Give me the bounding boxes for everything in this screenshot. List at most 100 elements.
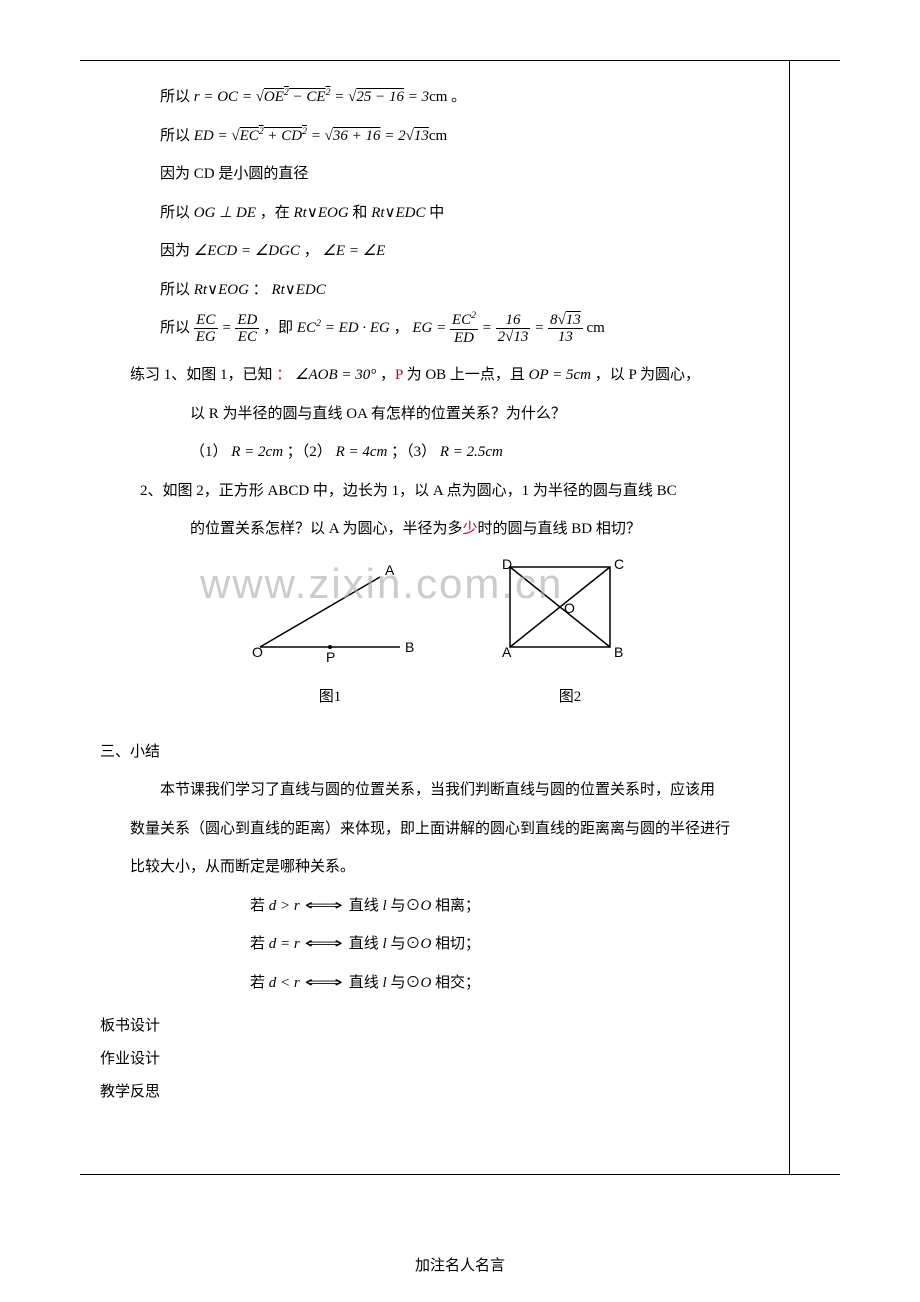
text: ， bbox=[394, 320, 409, 336]
page-footer: 加注名人名言 bbox=[20, 1254, 900, 1275]
math: ∠AOB = 30° bbox=[295, 367, 376, 383]
text: （1） bbox=[190, 444, 228, 460]
exercise-1: 练习 1、如图 1，已知 ： ∠AOB = 30° ，P 为 OB 上一点，且 … bbox=[130, 358, 770, 393]
label-B: B bbox=[614, 644, 623, 660]
document-body: 所以 r = OC = √OE2 − CE2 = √25 − 16 = 3cm … bbox=[20, 20, 900, 1229]
math: Rt∨EDC bbox=[271, 282, 325, 298]
math: EG = bbox=[412, 320, 450, 336]
summary-line-3: 比较大小，从而断定是哪种关系。 bbox=[130, 850, 770, 885]
denominator: EG bbox=[194, 329, 218, 346]
text: 所以 bbox=[160, 320, 194, 336]
numerator: 16 bbox=[496, 312, 531, 330]
proof-line-1: 所以 r = OC = √OE2 − CE2 = √25 − 16 = 3cm … bbox=[130, 80, 770, 115]
figures-row: O A B P 图1 A B C D O 图2 bbox=[130, 557, 770, 715]
numerator: EC bbox=[194, 312, 218, 330]
text: 所以 bbox=[160, 205, 194, 221]
text: 中 bbox=[429, 205, 444, 221]
text: 和 bbox=[352, 205, 371, 221]
math: Rt∨EOG bbox=[194, 282, 249, 298]
denominator: 13 bbox=[548, 329, 583, 346]
text: 若 bbox=[250, 898, 269, 914]
summary-line-1: 本节课我们学习了直线与圆的位置关系，当我们判断直线与圆的位置关系时，应该用 bbox=[130, 773, 770, 808]
text: ，在 bbox=[260, 205, 294, 221]
label-board: 板书设计 bbox=[100, 1010, 770, 1043]
eq: = bbox=[534, 320, 548, 336]
figure-2-label: 图2 bbox=[480, 680, 660, 715]
math: R = 4cm bbox=[336, 444, 388, 460]
math: Rt∨EOG bbox=[294, 205, 349, 221]
math: ED = √EC2 + CD2 = √36 + 16 = 2√13cm bbox=[194, 128, 447, 144]
numerator: EC2 bbox=[450, 311, 478, 330]
text: 所以 bbox=[160, 128, 194, 144]
text: 直线 l 与⊙O 相离； bbox=[349, 898, 480, 914]
text: 直线 l 与⊙O 相切； bbox=[349, 936, 480, 952]
label-homework: 作业设计 bbox=[100, 1043, 770, 1076]
text: 若 bbox=[250, 975, 269, 991]
label-B: B bbox=[405, 639, 414, 655]
math: ∠ECD = ∠DGC bbox=[194, 243, 300, 259]
eq: = bbox=[222, 320, 236, 336]
denominator: EC bbox=[235, 329, 259, 346]
condition-3: 若 d < r ⟺ 直线 l 与⊙O 相交； bbox=[130, 966, 770, 1001]
exercise-2-line2: 的位置关系怎样？以 A 为圆心，半径为多少时的圆与直线 BD 相切？ bbox=[130, 512, 770, 547]
text: ，P 为 OB 上一点，且 bbox=[380, 367, 529, 383]
math: r = OC = √OE2 − CE2 = √25 − 16 = 3cm bbox=[194, 89, 448, 105]
summary-line-2: 数量关系（圆心到直线的距离）来体现，即上面讲解的圆心到直线的距离离与圆的半径进行 bbox=[130, 812, 770, 847]
math: ∠E = ∠E bbox=[322, 243, 385, 259]
proof-line-2: 所以 ED = √EC2 + CD2 = √36 + 16 = 2√13cm bbox=[130, 119, 770, 154]
proof-line-7: 所以 EC EG = ED EC ，即 EC2 = ED · EG ， EG =… bbox=[130, 311, 770, 346]
biarrow-icon: ⟺ bbox=[305, 889, 344, 924]
math: d < r bbox=[269, 975, 300, 991]
text: ，即 bbox=[263, 320, 297, 336]
text: 。 bbox=[451, 89, 466, 105]
label-O: O bbox=[564, 600, 575, 616]
figure-1-label: 图1 bbox=[240, 680, 420, 715]
figure-2: A B C D O 图2 bbox=[480, 557, 660, 715]
footer-labels: 板书设计 作业设计 教学反思 bbox=[100, 1010, 770, 1109]
text: ，以 P 为圆心， bbox=[595, 367, 700, 383]
math: d = r bbox=[269, 936, 300, 952]
border-top bbox=[80, 60, 840, 61]
text: 练习 1、如图 1，已知 bbox=[130, 367, 273, 383]
label-A: A bbox=[502, 644, 512, 660]
text: ；（3） bbox=[391, 444, 436, 460]
math: OP = 5cm bbox=[529, 367, 591, 383]
unit: cm bbox=[586, 320, 604, 336]
fraction: EC2 ED bbox=[450, 311, 478, 346]
text: ， bbox=[304, 243, 319, 259]
condition-2: 若 d = r ⟺ 直线 l 与⊙O 相切； bbox=[130, 927, 770, 962]
label-A: A bbox=[385, 562, 395, 578]
proof-line-5: 因为 ∠ECD = ∠DGC ， ∠E = ∠E bbox=[130, 234, 770, 269]
text: ；（2） bbox=[287, 444, 332, 460]
label-D: D bbox=[502, 557, 512, 572]
figure-1: O A B P 图1 bbox=[240, 557, 420, 715]
text: 直线 l 与⊙O 相交； bbox=[349, 975, 480, 991]
border-bottom bbox=[80, 1174, 840, 1175]
fraction: 8√13 13 bbox=[548, 312, 583, 346]
numerator: 8√13 bbox=[548, 312, 583, 330]
exercise-2-line1: 2、如图 2，正方形 ABCD 中，边长为 1，以 A 点为圆心，1 为半径的圆… bbox=[130, 474, 770, 509]
math: OG ⊥ DE bbox=[194, 205, 256, 221]
text: 若 bbox=[250, 936, 269, 952]
fraction: ED EC bbox=[235, 312, 259, 346]
math: R = 2.5cm bbox=[440, 444, 503, 460]
denominator: 2√13 bbox=[496, 329, 531, 346]
text: 所以 bbox=[160, 282, 194, 298]
text: ： bbox=[253, 282, 268, 298]
math: R = 2cm bbox=[231, 444, 283, 460]
label-P: P bbox=[326, 649, 335, 665]
math: Rt∨EDC bbox=[371, 205, 425, 221]
border-right bbox=[789, 60, 790, 1175]
figure-1-svg: O A B P bbox=[240, 557, 420, 667]
label-reflection: 教学反思 bbox=[100, 1076, 770, 1109]
label-C: C bbox=[614, 557, 624, 572]
proof-line-6: 所以 Rt∨EOG ： Rt∨EDC bbox=[130, 273, 770, 308]
section-3-title: 三、小结 bbox=[100, 735, 770, 770]
math: EC2 = ED · EG bbox=[297, 320, 390, 336]
fraction: 16 2√13 bbox=[496, 312, 531, 346]
proof-line-4: 所以 OG ⊥ DE ，在 Rt∨EOG 和 Rt∨EDC 中 bbox=[130, 196, 770, 231]
math: d > r bbox=[269, 898, 300, 914]
denominator: ED bbox=[450, 330, 478, 347]
condition-1: 若 d > r ⟺ 直线 l 与⊙O 相离； bbox=[130, 889, 770, 924]
label-O: O bbox=[252, 644, 263, 660]
